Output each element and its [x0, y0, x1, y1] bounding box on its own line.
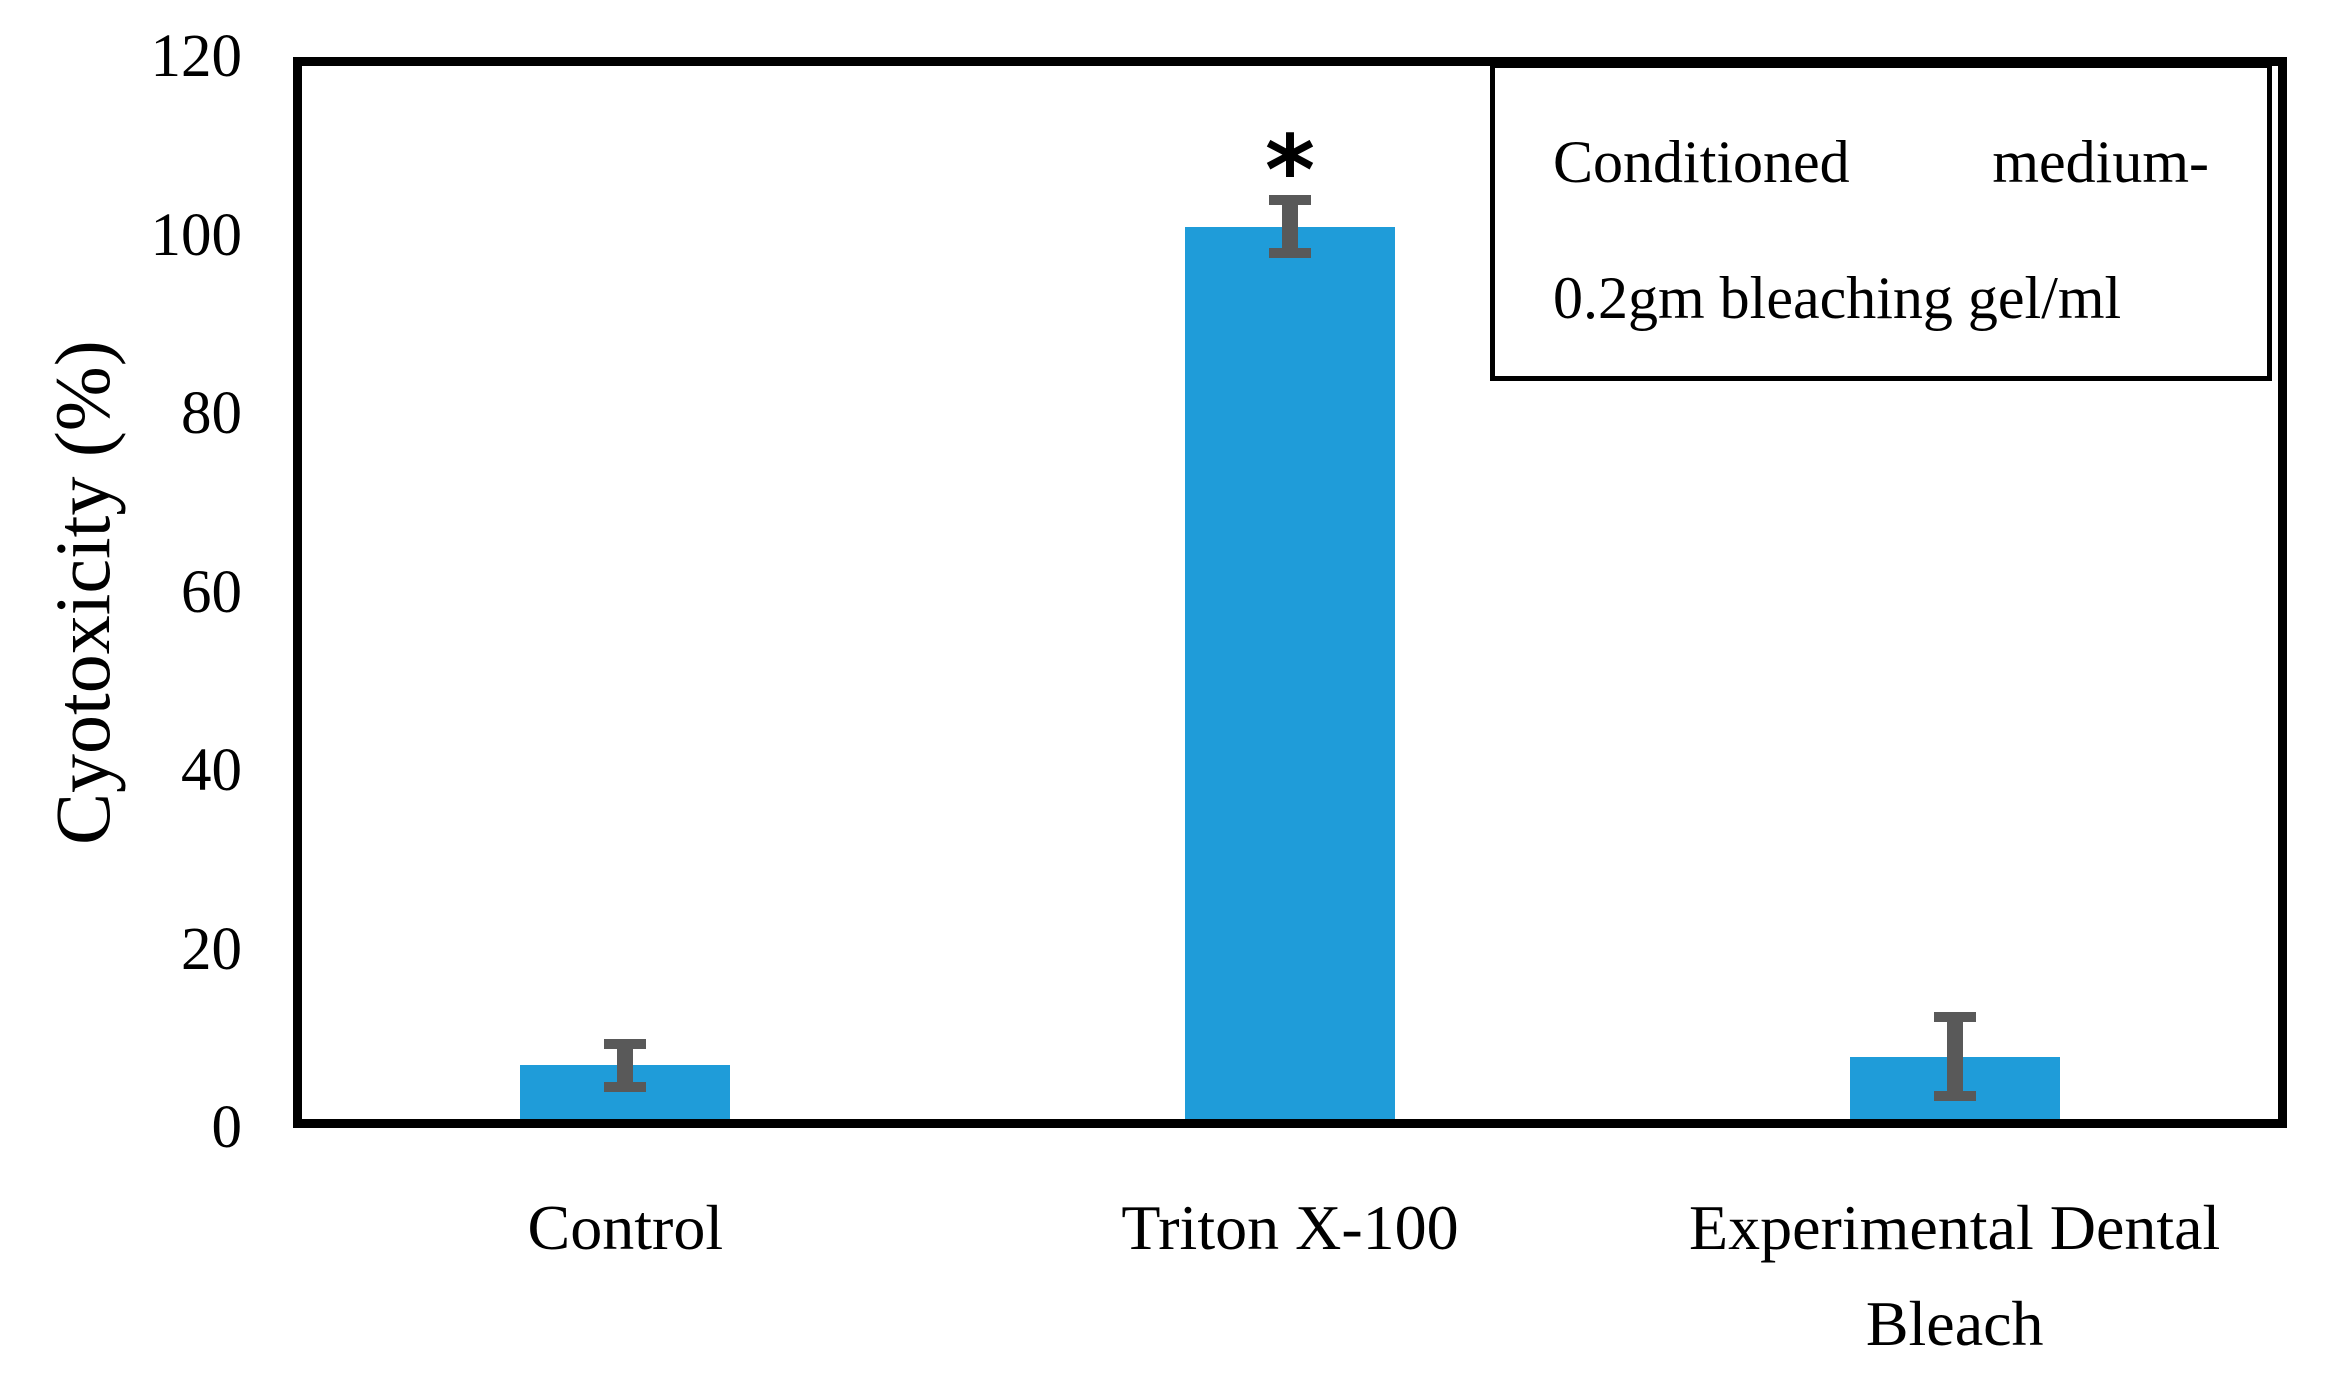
- y-tick-label-60: 60: [181, 558, 242, 626]
- error-bar-part: [1269, 247, 1311, 258]
- error-bar-part: [604, 1038, 647, 1049]
- x-axis-label-experimental-dental-bleach: Experimental Dental Bleach: [1688, 1192, 2221, 1359]
- y-tick-label-100: 100: [150, 201, 243, 269]
- y-tick-label-120: 120: [150, 23, 243, 90]
- legend-text-conditioned: Conditioned: [1553, 129, 1850, 195]
- error-bar-part: [1933, 1011, 1976, 1022]
- error-bar-part: [1946, 1011, 1963, 1102]
- y-tick-label-0: 0: [211, 1094, 243, 1161]
- x-axis-label-triton-x-100: Triton X-100: [1121, 1192, 1459, 1263]
- y-tick-label-80: 80: [181, 380, 242, 447]
- legend-line-1: Conditioned medium-: [1553, 126, 2209, 198]
- y-tick-label-20: 20: [181, 915, 242, 983]
- y-tick-label-40: 40: [181, 737, 242, 804]
- error-bar-experimental-dental-bleach: [1933, 1011, 1976, 1102]
- error-bar-control: [604, 1038, 647, 1093]
- significance-asterisk: *: [1264, 115, 1316, 228]
- error-bar-triton-x-100: [1269, 195, 1311, 258]
- bar-triton-x-100: [1185, 226, 1395, 1119]
- error-bar-part: [1269, 195, 1311, 206]
- x-axis-label-control: Control: [527, 1192, 724, 1263]
- legend-line-2: 0.2gm bleaching gel/ml: [1553, 265, 2122, 331]
- error-bar-part: [1933, 1091, 1976, 1102]
- error-bar-part: [1282, 195, 1298, 258]
- legend-box: Conditioned medium- 0.2gm bleaching gel/…: [1490, 63, 2272, 381]
- legend-text-medium: medium-: [1992, 129, 2209, 195]
- error-bar-part: [604, 1082, 647, 1093]
- error-bar-part: [617, 1038, 634, 1093]
